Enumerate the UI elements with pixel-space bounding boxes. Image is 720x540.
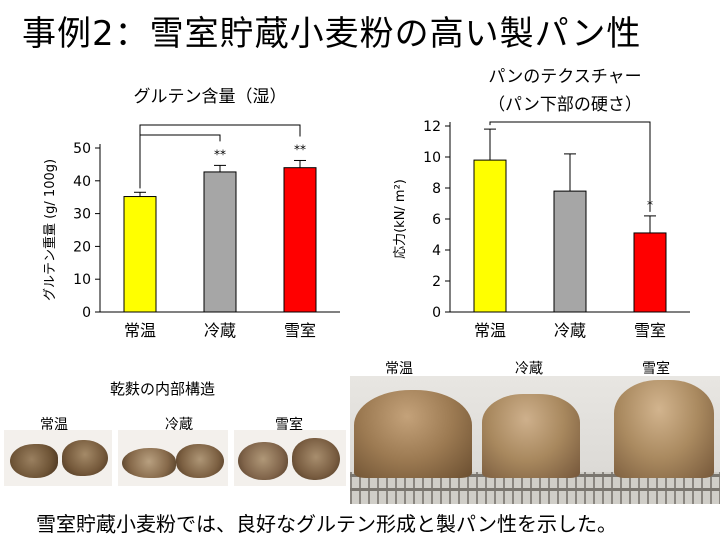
chart1-ytick-label-2: 20: [73, 239, 91, 255]
crumb-photo-snow: [234, 430, 346, 486]
loaf-snow: [614, 380, 714, 478]
bread-label-cold: 冷蔵: [515, 361, 543, 377]
page-title: 事例2：雪室貯蔵小麦粉の高い製パン性: [22, 14, 642, 54]
loaf-ambient: [354, 390, 472, 478]
gluten-chart: 0 10 20 30 40 50 グルテン重量 (g/ 100g) 常温 冷蔵 ** 雪室 **: [42, 124, 340, 340]
chart2-bar-2: [633, 232, 667, 313]
chart2-category-2: 雪室: [634, 321, 666, 340]
chart2-category-1: 冷蔵: [554, 321, 586, 340]
chart2-bar-0: [473, 159, 507, 313]
chart1-significance-1: **: [214, 147, 226, 161]
chart2-ylabel: 応力(kN/ m²): [393, 179, 408, 259]
crumb-section-title: 乾麩の内部構造: [110, 380, 216, 398]
chart2-ytick-label-3: 6: [432, 212, 441, 228]
chart1-ytick-label-0: 0: [82, 305, 91, 321]
chart1-title: グルテン含量（湿）: [133, 87, 287, 107]
chart1-ytick-label-3: 30: [73, 207, 91, 223]
bread-photo: [350, 376, 720, 504]
chart1-ytick-label-5: 50: [73, 141, 91, 157]
chart2-bar-1: [553, 190, 587, 313]
chart1-bracket-1: [139, 134, 221, 189]
chart1-bar-1: [203, 171, 237, 313]
bread-label-ambient: 常温: [385, 361, 413, 377]
loaf-cold: [482, 394, 580, 478]
chart2-category-0: 常温: [474, 321, 506, 340]
chart2-ytick-label-2: 4: [432, 243, 441, 259]
bread-label-snow: 雪室: [642, 361, 670, 377]
crumb-photo-ambient: [4, 430, 112, 486]
crumb-label-snow: 雪室: [275, 417, 303, 433]
chart1-category-0: 常温: [124, 321, 156, 340]
chart1-category-1: 冷蔵: [204, 321, 236, 340]
chart1-significance-2: **: [294, 142, 306, 156]
chart2-ytick-label-6: 12: [423, 119, 441, 135]
chart2-ytick-label-1: 2: [432, 274, 441, 290]
chart1-ylabel: グルテン重量 (g/ 100g): [42, 159, 58, 301]
chart2-ytick-label-4: 8: [432, 181, 441, 197]
crumb-label-ambient: 常温: [40, 417, 68, 433]
chart1-bar-0: [123, 196, 157, 313]
conclusion-text: 雪室貯蔵小麦粉では、良好なグルテン形成と製パン性を示した。: [36, 512, 617, 536]
chart1-ytick-label-1: 10: [73, 272, 91, 288]
chart1-category-2: 雪室: [284, 321, 316, 340]
chart1-ytick-label-4: 40: [73, 174, 91, 190]
crumb-photo-cold: [118, 430, 228, 486]
crumb-label-cold: 冷蔵: [165, 417, 193, 433]
chart2-ytick-label-0: 0: [432, 305, 441, 321]
chart2-subtitle: （パン下部の硬さ）: [488, 95, 642, 115]
chart2-title: パンのテクスチャー: [488, 67, 642, 87]
chart1-bar-2: [283, 167, 317, 313]
chart2-bracket-0: [489, 121, 651, 212]
chart2-ytick-label-5: 10: [423, 150, 441, 166]
